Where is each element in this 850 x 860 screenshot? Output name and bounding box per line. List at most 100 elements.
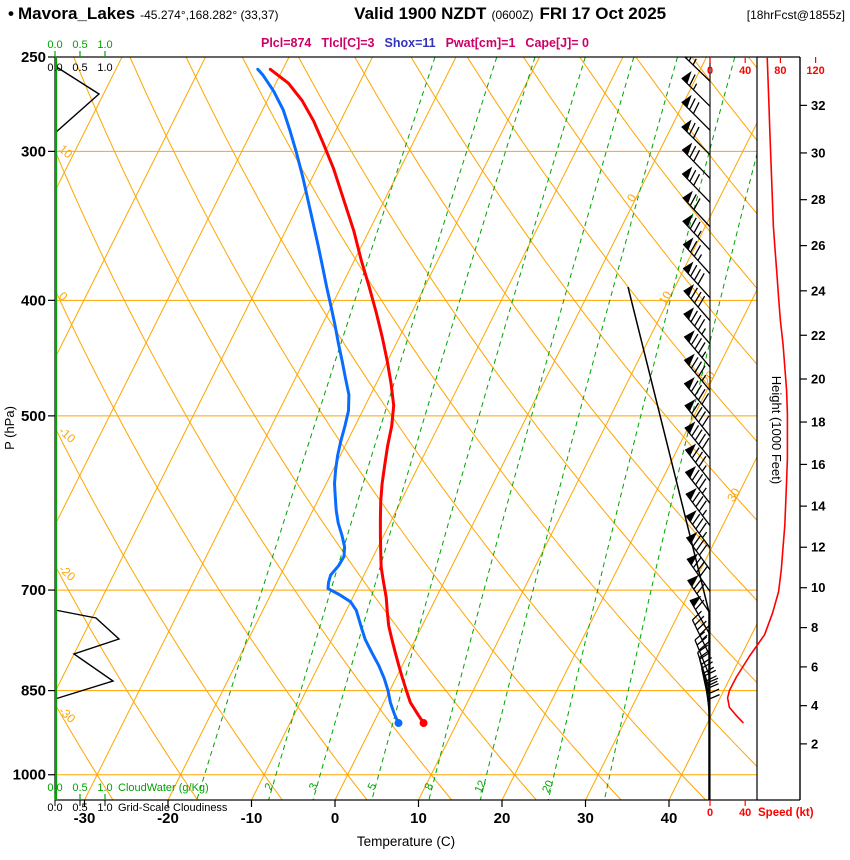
height-tick-label: 10 bbox=[811, 580, 825, 595]
speed-top-tick: 120 bbox=[806, 65, 824, 77]
mixing-ratio-label: 12 bbox=[473, 779, 489, 795]
cloudiness-tick: 1.0 bbox=[97, 802, 112, 814]
height-tick-label: 30 bbox=[811, 145, 825, 160]
speed-top-tick: 80 bbox=[774, 65, 786, 77]
cloudwater-tick: 0.5 bbox=[72, 39, 87, 51]
cloudiness-tick: 1.0 bbox=[97, 62, 112, 74]
mixing-ratio-label: 3 bbox=[307, 781, 320, 792]
cloudiness-tick: 0.0 bbox=[47, 802, 62, 814]
pressure-axis: 250 300 400 500 700 850 1000 P (hPa) bbox=[2, 49, 55, 784]
height-tick-label: 8 bbox=[811, 620, 818, 635]
wind-barb bbox=[681, 94, 711, 131]
height-tick-label: 4 bbox=[811, 698, 819, 713]
wind-barb bbox=[684, 465, 711, 504]
height-tick-label: 16 bbox=[811, 457, 825, 472]
cloudwater-title: CloudWater (g/Kg) bbox=[118, 782, 209, 794]
cloudiness-outline bbox=[54, 65, 101, 134]
dry-adiabat-label: -10 bbox=[56, 424, 78, 446]
dry-adiabat-label: 10 bbox=[56, 142, 76, 162]
wind-barb bbox=[681, 119, 711, 156]
cloudiness-tick: 0.5 bbox=[72, 62, 87, 74]
cloudwater-tick: 0.0 bbox=[47, 782, 62, 794]
height-tick-label: 6 bbox=[811, 659, 818, 674]
height-tick-label: 28 bbox=[811, 192, 825, 207]
temp-tick-label: -30 bbox=[74, 810, 96, 827]
cloudwater-tick: 1.0 bbox=[97, 39, 112, 51]
wind-barb bbox=[683, 376, 711, 415]
wind-barb bbox=[691, 610, 711, 657]
title-bar: • Mavora_Lakes -45.274°,168.282° (33,37)… bbox=[8, 4, 845, 24]
cloudiness-tick: 0.5 bbox=[72, 802, 87, 814]
wind-barb bbox=[682, 190, 711, 228]
pressure-tick-label: 500 bbox=[21, 408, 46, 425]
cloudiness-outline bbox=[54, 609, 121, 700]
wind-barb bbox=[684, 399, 711, 437]
speed-top-tick: 40 bbox=[739, 65, 751, 77]
station-coords: -45.274°,168.282° (33,37) bbox=[140, 8, 279, 22]
speed-axis-title: Speed (kt) bbox=[758, 807, 814, 819]
temp-tick-label: 30 bbox=[577, 810, 594, 827]
pressure-tick-label: 1000 bbox=[13, 767, 46, 784]
height-tick-label: 2 bbox=[811, 736, 818, 751]
temp-tick-label: -10 bbox=[241, 810, 263, 827]
wind-barb bbox=[681, 142, 711, 179]
temp-tick-label: 40 bbox=[661, 810, 678, 827]
pressure-tick-label: 250 bbox=[21, 49, 46, 66]
wind-barb bbox=[681, 70, 711, 107]
forecast-tag: [18hrFcst@1855z] bbox=[746, 8, 845, 22]
pressure-tick-label: 700 bbox=[21, 582, 46, 599]
wind-barb bbox=[683, 330, 711, 368]
dry-adiabat-label: -20 bbox=[56, 562, 78, 584]
dry-adiabat-label: -30 bbox=[56, 704, 78, 726]
mixing-ratio-label: 20 bbox=[540, 779, 556, 795]
speed-bottom-tick: 40 bbox=[739, 807, 751, 819]
wind-barb bbox=[682, 261, 711, 299]
dewpoint-curve bbox=[256, 67, 400, 725]
wind-barb bbox=[705, 677, 720, 724]
skewt-grid bbox=[55, 57, 757, 800]
temp-tick-label: -20 bbox=[157, 810, 179, 827]
aux-line bbox=[627, 286, 710, 800]
temp-tick-label: 0 bbox=[331, 810, 339, 827]
wind-barb bbox=[685, 487, 711, 526]
isotherm-label: 10 bbox=[656, 288, 675, 307]
speed-bottom-tick: 0 bbox=[707, 807, 713, 819]
cloudwater-scale: 0.0 0.0 0.5 0.5 1.0 1.0 CloudWater (g/Kg) bbox=[47, 39, 209, 800]
height-tick-label: 18 bbox=[811, 415, 825, 430]
valid-utc: (0600Z) bbox=[491, 8, 534, 22]
dry-adiabat-label: 0 bbox=[56, 289, 71, 304]
cloudiness-tick: 0.0 bbox=[47, 62, 62, 74]
temp-tick-label: 10 bbox=[410, 810, 427, 827]
wind-barb bbox=[684, 421, 711, 459]
height-tick-label: 14 bbox=[811, 499, 826, 514]
valid-date: FRI 17 Oct 2025 bbox=[539, 4, 667, 23]
speed-top-tick: 0 bbox=[707, 65, 713, 77]
temp-tick-label: 20 bbox=[494, 810, 511, 827]
wind-barb bbox=[685, 510, 711, 549]
bullet-icon: • bbox=[8, 4, 14, 23]
temperature-axis: -30 -20 -10 0 10 20 30 40 Temperature (C) bbox=[74, 800, 678, 849]
height-tick-label: 20 bbox=[811, 371, 825, 386]
param-2: Shox=11 bbox=[384, 36, 436, 50]
cloudwater-tick: 0.0 bbox=[47, 39, 62, 51]
wind-barb bbox=[682, 214, 711, 251]
dewpoint-curve-surface-dot bbox=[394, 719, 403, 728]
cloudwater-tick: 1.0 bbox=[97, 782, 112, 794]
mixing-ratio-label: 8 bbox=[423, 781, 436, 792]
mixing-ratio-label: 5 bbox=[366, 781, 379, 792]
pressure-axis-title: P (hPa) bbox=[2, 406, 17, 450]
speed-scale: 0 40 80 120 0 40 Speed (kt) bbox=[707, 57, 825, 819]
wind-barb bbox=[683, 57, 711, 82]
height-tick-label: 12 bbox=[811, 540, 825, 555]
height-tick-label: 24 bbox=[811, 283, 826, 298]
pressure-tick-label: 300 bbox=[21, 143, 46, 160]
wind-barb bbox=[683, 307, 711, 345]
wind-barb bbox=[685, 531, 711, 571]
wind-barb bbox=[687, 575, 711, 614]
height-tick-label: 26 bbox=[811, 238, 825, 253]
wind-barb bbox=[683, 284, 711, 322]
parameter-line: Plcl=874 Tlcl[C]=3 Shox=11 Pwat[cm]=1 Cape[J… bbox=[0, 36, 850, 50]
wind-barb bbox=[681, 166, 711, 203]
